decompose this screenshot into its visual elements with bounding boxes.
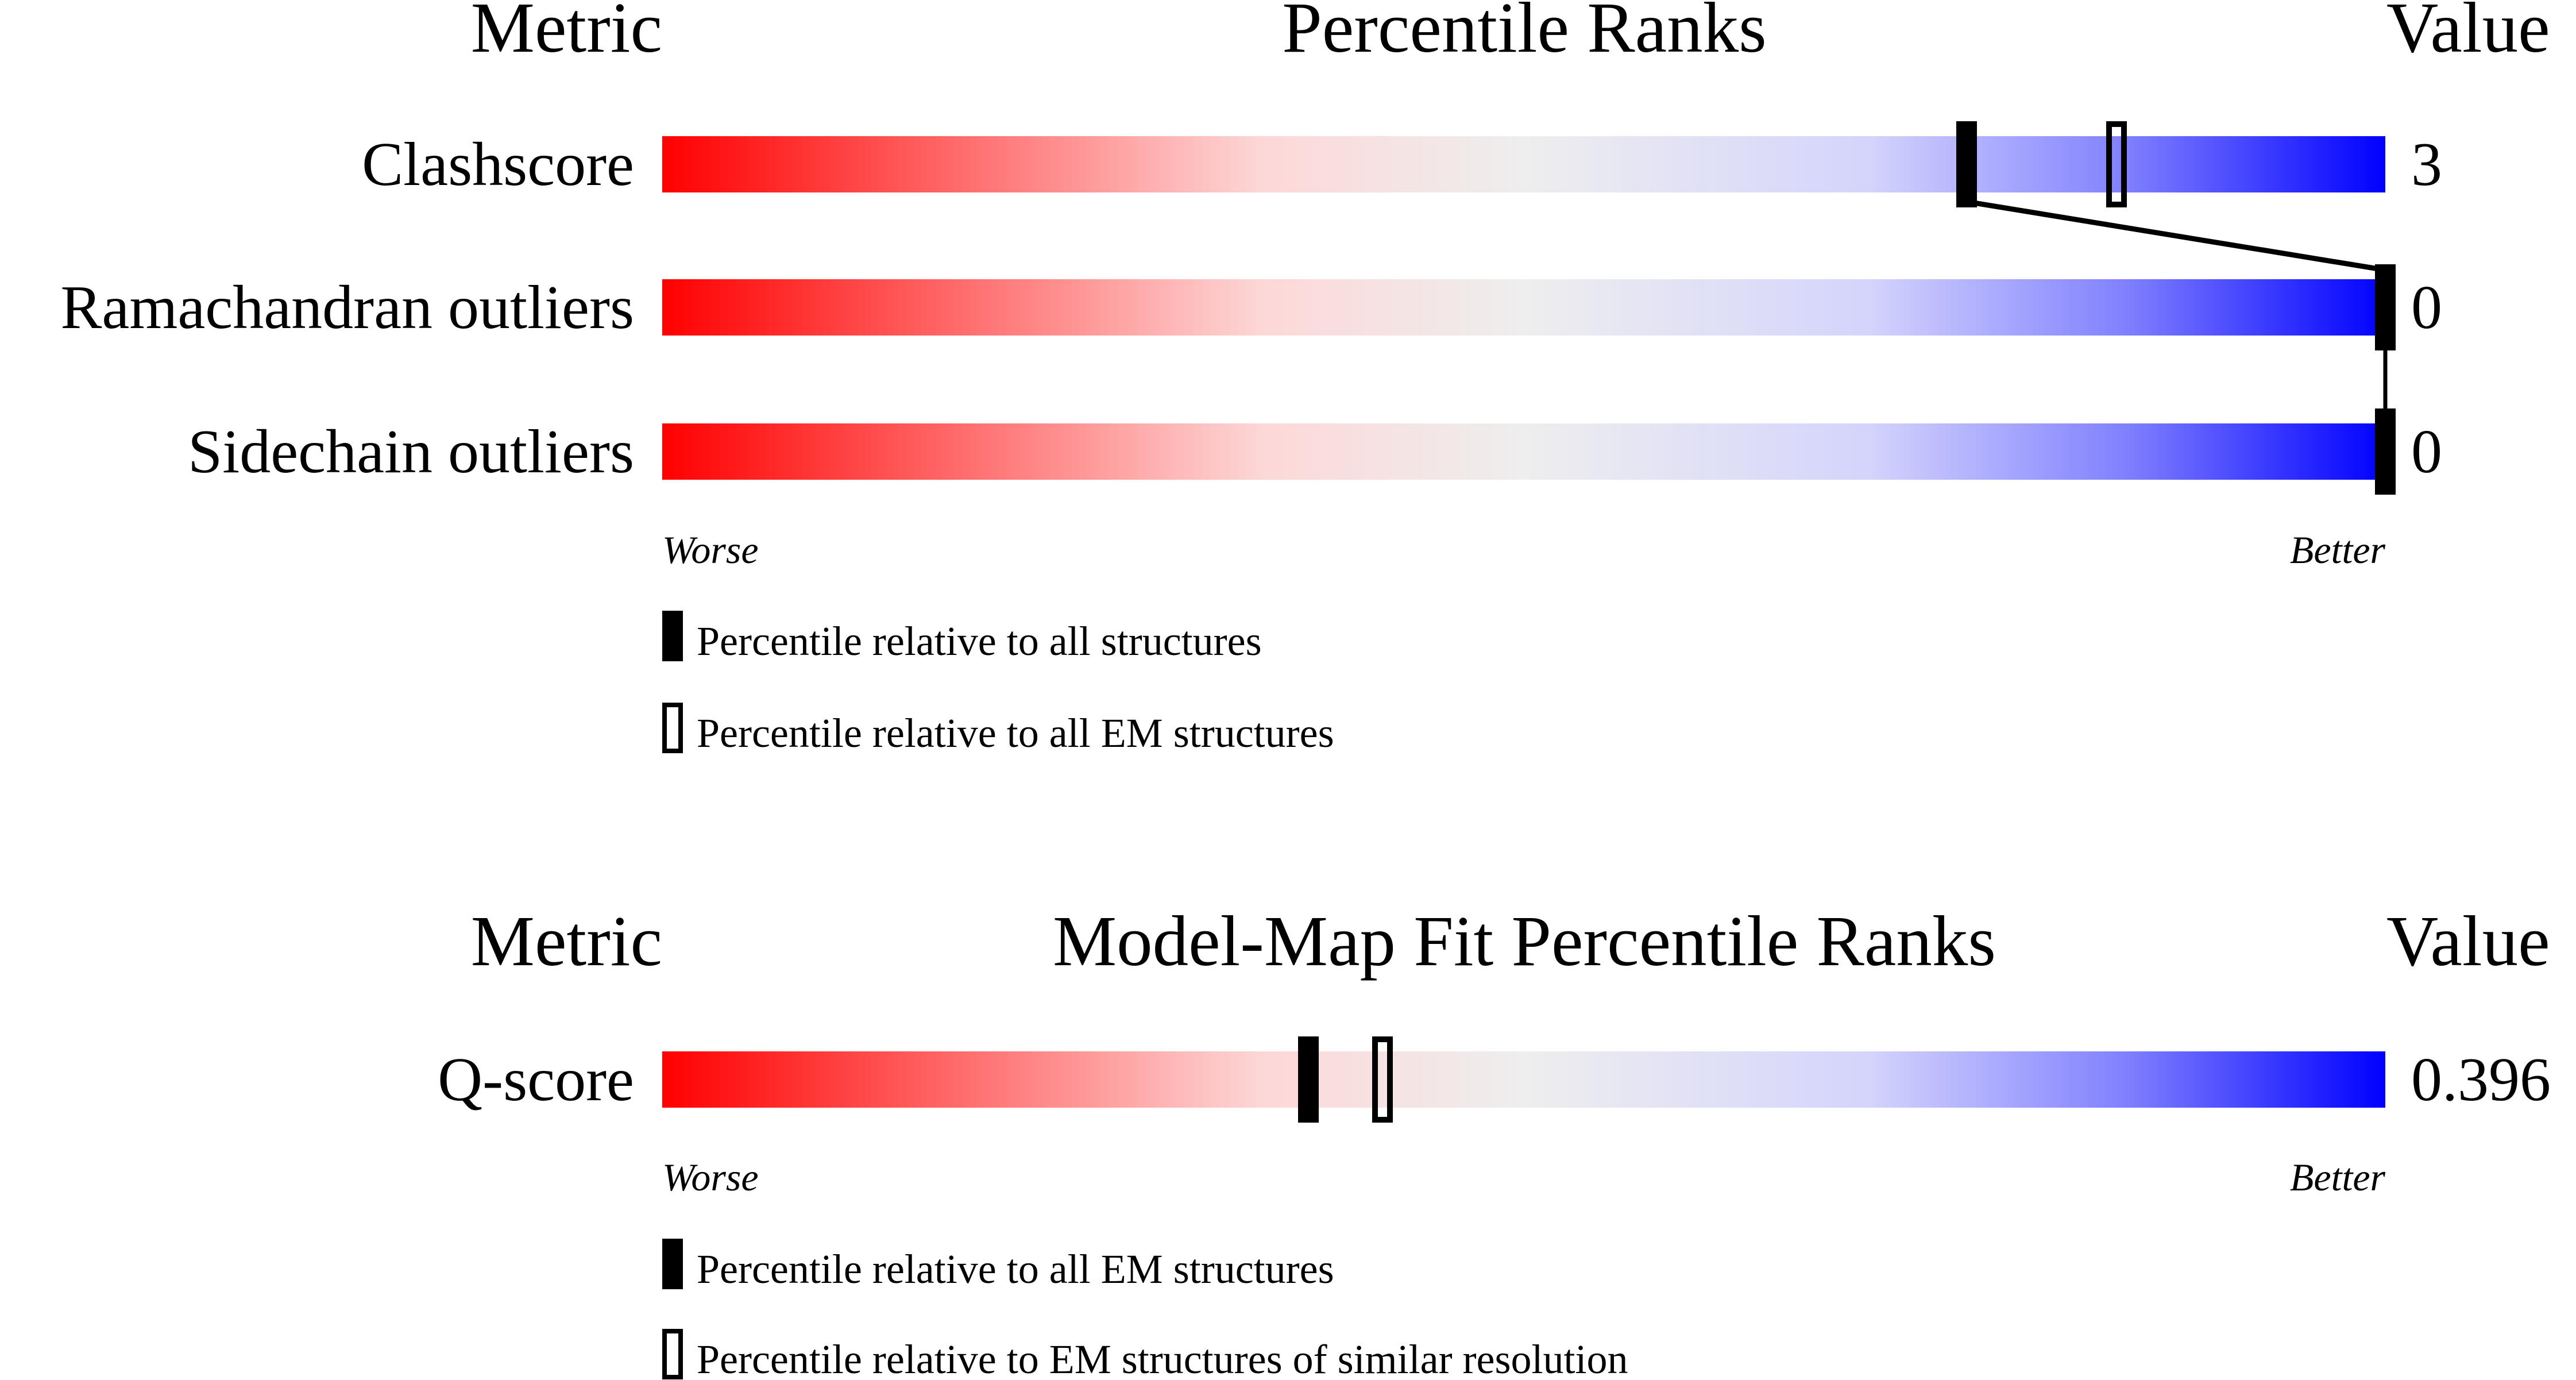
chart-title: Percentile Ranks	[1282, 0, 1767, 68]
better-label: Better	[2290, 1155, 2386, 1199]
percentile-bar	[662, 423, 2385, 480]
legend-label: Percentile relative to all EM structures	[697, 1246, 1334, 1292]
metric-value: 3	[2411, 130, 2442, 199]
legend-label: Percentile relative to EM structures of …	[697, 1336, 1628, 1380]
metric-value: 0.396	[2411, 1046, 2551, 1114]
percentile-bar	[662, 136, 2385, 192]
metric-value: 0	[2411, 418, 2442, 486]
legend-open-marker-icon	[662, 703, 683, 753]
legend-label: Percentile relative to all structures	[697, 618, 1262, 664]
percentile-bar	[662, 1051, 2385, 1108]
metric-label: Q-score	[438, 1046, 634, 1114]
percentile-marker-open	[2106, 121, 2127, 207]
percentile-marker-filled	[2375, 408, 2396, 495]
percentile-bar	[662, 279, 2385, 336]
legend-open-marker-icon	[662, 1329, 683, 1379]
legend-filled-marker-icon	[662, 611, 683, 661]
legend-label: Percentile relative to all EM structures	[697, 710, 1334, 756]
percentile-connector-line	[1966, 199, 2386, 273]
header-metric: Metric	[471, 0, 662, 68]
legend-filled-marker-icon	[662, 1239, 683, 1289]
metric-label: Clashscore	[362, 130, 634, 199]
header-value: Value	[2386, 902, 2550, 981]
worse-label: Worse	[662, 1155, 759, 1199]
metric-label: Sidechain outliers	[188, 418, 634, 486]
header-value: Value	[2386, 0, 2550, 68]
metric-label: Ramachandran outliers	[60, 273, 634, 342]
percentile-marker-filled	[2375, 264, 2396, 350]
header-metric: Metric	[471, 902, 662, 981]
worse-label: Worse	[662, 528, 759, 572]
percentile-marker-filled	[1956, 121, 1977, 207]
metric-value: 0	[2411, 273, 2442, 342]
better-label: Better	[2290, 528, 2386, 572]
percentile-marker-open	[1372, 1036, 1393, 1123]
percentile-marker-filled	[1298, 1036, 1319, 1123]
chart-title: Model-Map Fit Percentile Ranks	[1053, 902, 1996, 981]
